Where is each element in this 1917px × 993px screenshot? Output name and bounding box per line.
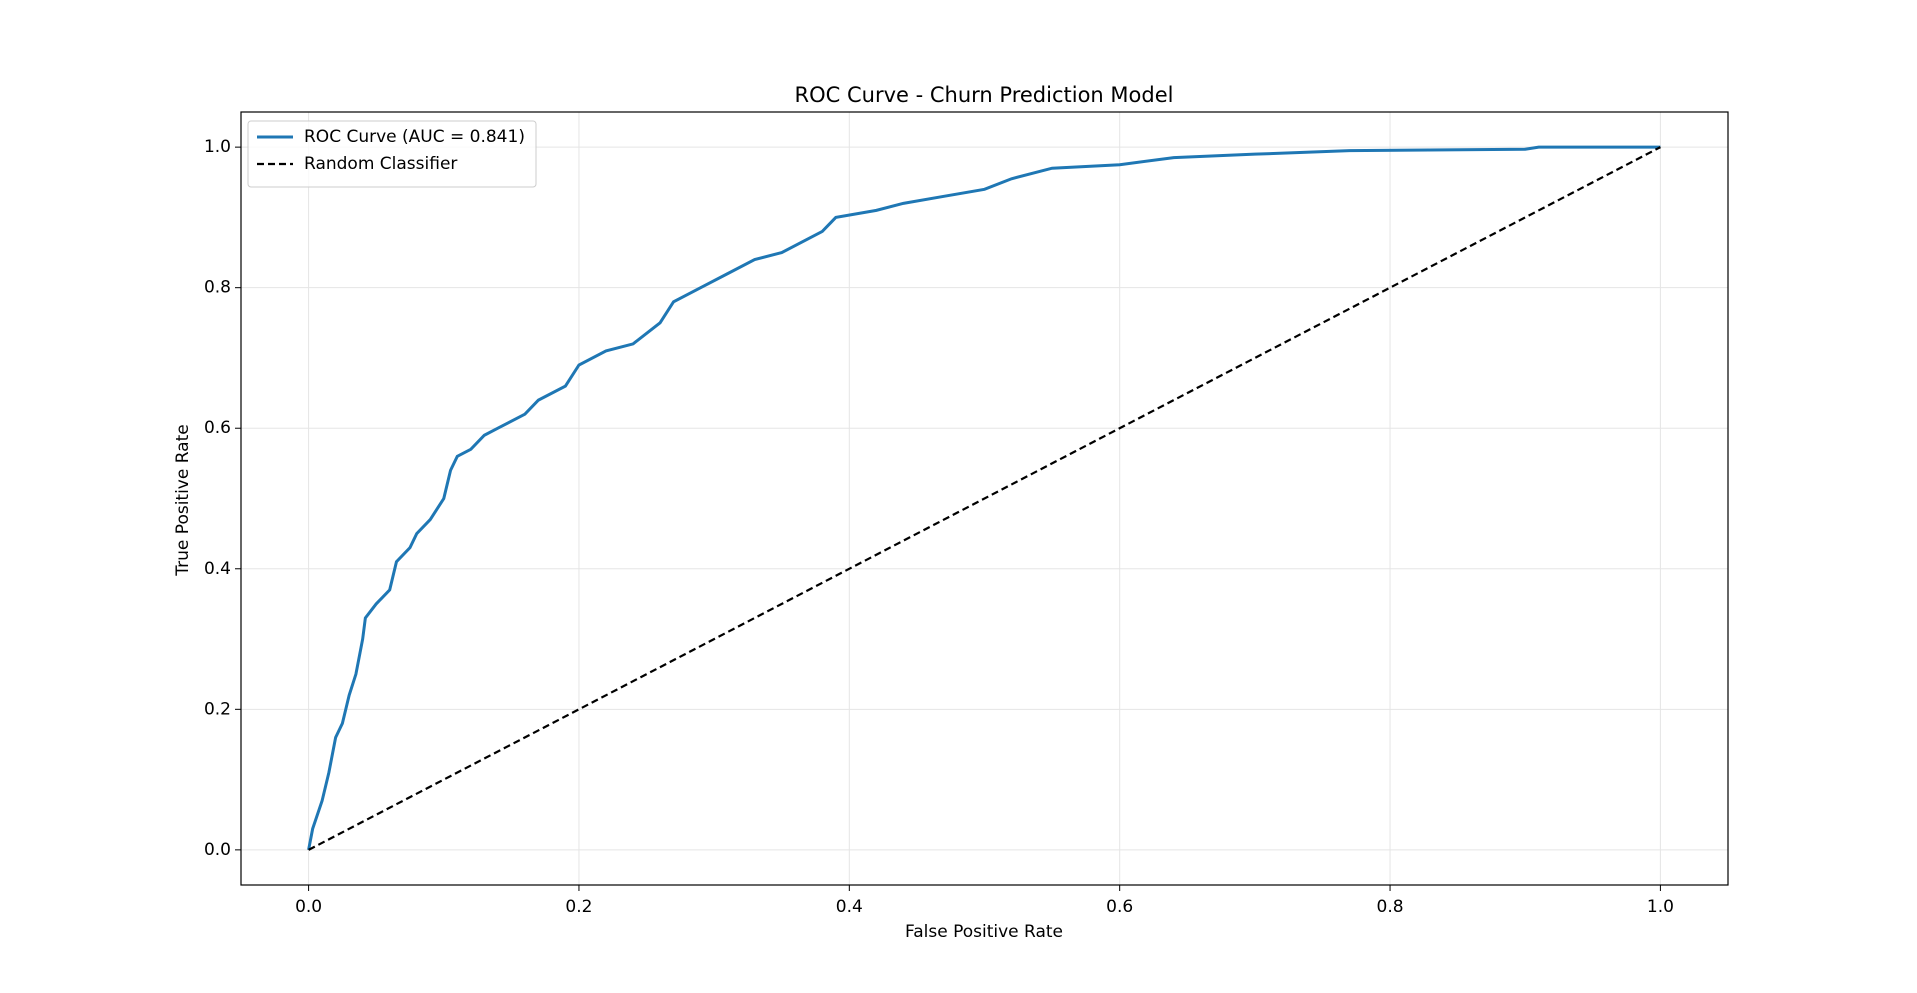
legend-label: Random Classifier (304, 154, 457, 174)
y-tick-label: 0.6 (204, 418, 231, 438)
y-axis-label: True Positive Rate (173, 424, 193, 576)
x-axis-label: False Positive Rate (905, 922, 1063, 942)
x-tick-label: 0.0 (295, 897, 322, 917)
y-tick-label: 0.8 (204, 278, 231, 298)
x-tick-label: 0.6 (1106, 897, 1133, 917)
series-line (307, 145, 1661, 851)
series-line (308, 146, 1661, 851)
x-tick-label: 0.8 (1377, 897, 1404, 917)
plot-frame (240, 111, 1729, 886)
x-tick-label: 0.2 (565, 897, 592, 917)
y-tick-label: 0.0 (204, 840, 231, 860)
legend-label: ROC Curve (AUC = 0.841) (304, 127, 525, 147)
chart-title: ROC Curve - Churn Prediction Model (795, 83, 1174, 107)
x-tick-label: 1.0 (1647, 897, 1674, 917)
x-tick-label: 0.4 (836, 897, 863, 917)
y-tick-label: 1.0 (204, 137, 231, 157)
y-tick-label: 0.4 (204, 559, 231, 579)
y-tick-label: 0.2 (204, 699, 231, 719)
legend-box (247, 120, 537, 188)
